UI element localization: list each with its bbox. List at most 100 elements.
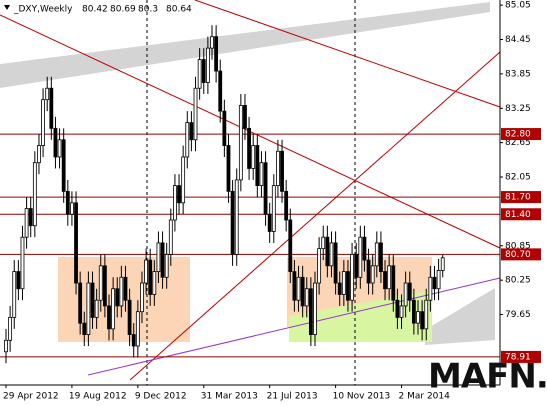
candle-body <box>284 190 289 221</box>
level-tag <box>501 350 541 363</box>
candle-body <box>329 242 334 267</box>
candle-body <box>243 105 247 129</box>
candle-body <box>12 271 17 318</box>
level-label: 80.70 <box>505 250 531 260</box>
candle-body <box>218 70 223 112</box>
candle-body <box>181 156 186 204</box>
candle-body <box>337 282 342 295</box>
y-tick-label: 83.85 <box>505 69 531 79</box>
candle-body <box>428 276 433 301</box>
candle-body <box>432 276 437 290</box>
candle-body <box>193 87 198 141</box>
candle-body <box>152 271 157 295</box>
x-tick-label: 29 Apr 2012 <box>3 392 59 402</box>
candle-body <box>123 276 128 301</box>
candle-body <box>41 99 45 146</box>
ohlc-close: 80.64 <box>166 5 192 15</box>
candle-body <box>247 127 251 169</box>
candle-body <box>98 265 103 301</box>
candle-body <box>366 259 371 284</box>
candle-body <box>61 139 66 192</box>
candle-body <box>102 265 107 307</box>
y-tick-label: 80.25 <box>505 276 531 286</box>
candle-body <box>296 276 301 301</box>
candle-body <box>436 270 441 290</box>
candle-body <box>201 59 206 83</box>
trend-line <box>194 0 501 108</box>
watermark: MAFN.RU <box>428 357 547 397</box>
y-tick-label: 83.25 <box>505 104 531 114</box>
x-tick-label: 31 Mar 2013 <box>201 392 258 402</box>
candle-body <box>24 208 29 238</box>
candle-body <box>333 242 338 284</box>
candle-body <box>420 311 425 330</box>
candle-body <box>90 282 95 318</box>
candle-body <box>20 236 25 290</box>
candle-body <box>86 282 91 335</box>
candle-body <box>4 339 8 353</box>
candle-body <box>424 299 429 330</box>
candle-body <box>185 122 190 158</box>
candle-body <box>271 185 276 232</box>
candle-body <box>399 305 404 318</box>
candle-body <box>230 190 235 255</box>
candle-body <box>160 242 165 278</box>
candle-body <box>379 242 383 272</box>
candle-body <box>346 271 350 301</box>
candle-body <box>350 253 354 301</box>
candle-body <box>300 276 305 307</box>
x-tick-label: 19 Aug 2012 <box>69 392 127 402</box>
candle-body <box>222 110 227 146</box>
trend-line <box>129 51 501 381</box>
candle-body <box>94 299 99 318</box>
level-tag <box>501 208 541 221</box>
candle-body <box>288 219 293 272</box>
candle-body <box>383 271 387 290</box>
level-tag <box>501 128 541 141</box>
candle-body <box>259 162 264 187</box>
candle-body <box>53 127 58 158</box>
candle-body <box>411 299 416 324</box>
candle-body <box>354 253 359 278</box>
candle-body <box>127 299 132 335</box>
candle-body <box>214 36 219 72</box>
x-tick-label: 21 Jul 2013 <box>267 392 318 402</box>
candle-body <box>387 265 392 290</box>
candle-body <box>238 105 243 181</box>
x-tick-label: 2 Mar 2014 <box>399 392 451 402</box>
candle-body <box>65 190 70 215</box>
y-tick-label: 82.65 <box>505 138 531 148</box>
menu-icon <box>4 5 10 10</box>
candle-body <box>156 242 161 272</box>
candle-body <box>8 316 13 341</box>
candle-body <box>205 47 210 83</box>
level-label: 82.80 <box>505 130 531 140</box>
level-label: 78.91 <box>505 352 531 362</box>
ohlc-high: 80.69 <box>110 5 136 15</box>
candle-body <box>131 334 136 347</box>
ohlc-low: 80.3 <box>138 5 158 15</box>
candle-body <box>267 213 272 232</box>
candle-body <box>370 265 375 284</box>
gray-channel <box>0 2 490 88</box>
candle-body <box>440 257 445 271</box>
candle-body <box>135 311 140 347</box>
candle-body <box>16 271 21 290</box>
candle-body <box>74 202 78 284</box>
candle-body <box>177 185 181 204</box>
candle-body <box>251 145 256 169</box>
candle-body <box>115 288 120 307</box>
candle-body <box>234 179 239 255</box>
candle-body <box>119 276 124 307</box>
y-tick-label: 84.45 <box>505 35 531 45</box>
candle-body <box>362 236 367 261</box>
candle-body <box>140 282 144 313</box>
candle-body <box>325 236 330 267</box>
x-tick-label: 9 Dec 2012 <box>135 392 187 402</box>
candle-body <box>304 288 309 307</box>
ohlc-open: 80.42 <box>82 5 108 15</box>
candle-body <box>197 59 202 89</box>
candle-body <box>407 282 412 301</box>
candle-body <box>391 265 396 301</box>
